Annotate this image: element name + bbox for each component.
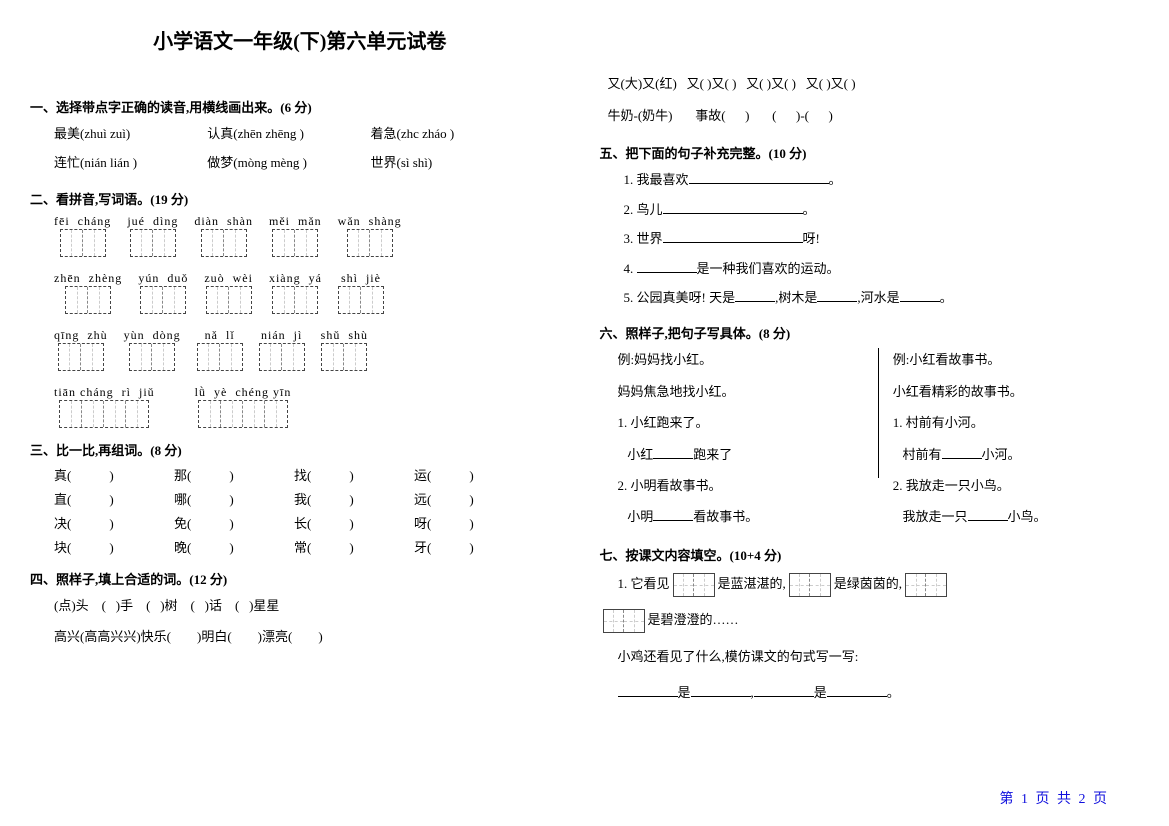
s5-q5: 5. 公园真美呀! 天是,树木是,河水是。 [624,286,1140,309]
section-2-head: 二、看拼音,写词语。(19 分) [30,189,570,208]
section-6-head: 六、照样子,把句子写具体。(8 分) [600,323,1140,342]
s7-line-2a: 小鸡还看见了什么,模仿课文的句式写一写: [618,643,1140,672]
s5-q2: 2. 鸟儿。 [624,198,1140,221]
s2-row-3: qīng zhù yùn dòng nǎ lǐ nián jì shǔ shù [54,328,570,371]
section-3-head: 三、比一比,再组词。(8 分) [30,440,570,459]
s1-row1: 最美(zhuì zuì) 认真(zhēn zhēng ) 着急(zhc zháo… [54,122,570,145]
s5-q4: 4. 是一种我们喜欢的运动。 [624,257,1140,280]
s2-row-1: fēi cháng jué dìng diàn shàn měi mǎn wǎn… [54,214,570,257]
s7-line-2b: 是,是。 [618,679,1140,708]
s2-row-4: tiān cháng rì jiǔ lǜ yè chéng yīn [54,385,570,428]
s3-row-3: 决() 免() 长() 呀() [54,513,570,532]
s1-row2: 连忙(nián lián ) 做梦(mòng mèng ) 世界(sì shì) [54,151,570,174]
separator-line [878,348,879,478]
section-1-head: 一、选择带点字正确的读音,用横线画出来。(6 分) [30,97,570,116]
s4-line-4: 牛奶-(奶牛) 事故( ) ( )-( ) [608,104,1140,129]
s3-row-4: 块() 晚() 常() 牙() [54,537,570,556]
s5-q1: 1. 我最喜欢。 [624,168,1140,191]
s6-columns: 例:妈妈找小红。 妈妈焦急地找小红。 1. 小红跑来了。 小红跑来了 2. 小明… [618,348,1140,536]
s4-line-3: 又(大)又(红) 又( )又( ) 又( )又( ) 又( )又( ) [608,72,1140,97]
s7-line-1: 1. 它看见是蓝湛湛的,是绿茵茵的, [618,570,1140,599]
s3-row-2: 直() 哪() 我() 远() [54,489,570,508]
s4-line-2: 高兴(高高兴兴)快乐( )明白( )漂亮( ) [54,625,570,650]
exam-title: 小学语文一年级(下)第六单元试卷 [30,25,570,54]
s3-row-1: 真() 那() 找() 运() [54,465,570,484]
section-7-head: 七、按课文内容填空。(10+4 分) [600,545,1140,564]
page-footer: 第 1 页 共 2 页 [1000,788,1110,808]
section-4-head: 四、照样子,填上合适的词。(12 分) [30,569,570,588]
s2-row-2: zhēn zhèng yún duǒ zuò wèi xiàng yá shì … [54,271,570,314]
s5-q3: 3. 世界呀! [624,227,1140,250]
s7-line-1b: 是碧澄澄的…… [600,606,1140,635]
s4-line-1: (点)头 ( )手 ( )树 ( )话 ( )星星 [54,594,570,619]
section-5-head: 五、把下面的句子补充完整。(10 分) [600,143,1140,162]
